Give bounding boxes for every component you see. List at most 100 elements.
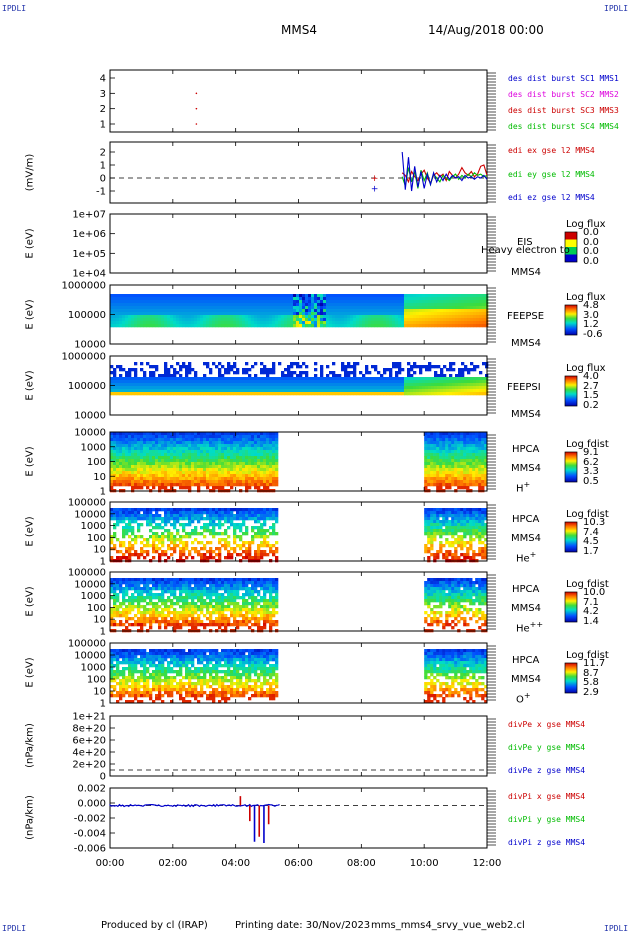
spectrogram-cell <box>469 471 473 475</box>
spectrogram-cell <box>113 432 117 436</box>
spectrogram-cell <box>245 386 249 390</box>
spectrogram-cell <box>353 380 357 384</box>
spectrogram-cell <box>215 432 219 436</box>
spectrogram-cell <box>110 383 114 387</box>
spectrogram-cell <box>302 321 306 325</box>
spectrogram-cell <box>125 321 129 325</box>
spectrogram-cell <box>128 526 132 530</box>
spectrogram-cell <box>416 315 420 319</box>
spectrogram-cell <box>116 432 120 436</box>
spectrogram-cell <box>227 383 231 387</box>
spectrogram-cell <box>191 514 195 518</box>
spectrogram-cell <box>413 297 417 301</box>
spectrogram-cell <box>218 374 222 378</box>
spectrogram-cell <box>203 386 207 390</box>
spectrogram-cell <box>455 318 459 322</box>
spectrogram-cell <box>275 303 279 307</box>
spectrogram-cell <box>164 456 168 460</box>
spectrogram-cell <box>365 297 369 301</box>
spectrogram-cell <box>272 297 276 301</box>
spectrogram-cell <box>167 371 171 375</box>
spectrogram-cell <box>113 435 117 439</box>
spectrogram-cell <box>134 300 138 304</box>
spectrogram-cell <box>431 386 435 390</box>
spectrogram-cell <box>347 380 351 384</box>
spectrogram-cell <box>236 300 240 304</box>
spectrogram-cell <box>257 389 261 393</box>
spectrogram-cell <box>439 456 443 460</box>
spectrogram-cell <box>113 306 117 310</box>
spectrogram-cell <box>404 392 408 396</box>
corner-label-top-left: IPDLI <box>2 4 27 13</box>
spectrogram-cell <box>119 471 123 475</box>
spectrogram-cell <box>161 553 165 557</box>
spectrogram-cell <box>167 459 171 463</box>
spectrogram-cell <box>305 303 309 307</box>
spectrogram-cell <box>353 377 357 381</box>
spectrogram-cell <box>395 365 399 369</box>
spectrogram-cell <box>152 306 156 310</box>
spectrogram-cell <box>221 483 225 487</box>
spectrogram-cell <box>443 294 447 298</box>
spectrogram-cell <box>365 312 369 316</box>
spectrogram-cell <box>203 362 207 366</box>
spectrogram-cell <box>185 392 189 396</box>
spectrogram-cell <box>110 480 114 484</box>
spectrogram-cell <box>179 435 183 439</box>
spectrogram-cell <box>251 508 255 512</box>
spectrogram-cell <box>434 365 438 369</box>
spectrogram-cell <box>233 386 237 390</box>
spectrogram-cell <box>113 294 117 298</box>
spectrogram-cell <box>212 315 216 319</box>
spectrogram-cell <box>263 365 267 369</box>
spectrogram-cell <box>476 324 480 328</box>
spectrogram-cell <box>110 306 114 310</box>
spectrogram-cell <box>239 526 243 530</box>
spectrogram-cell <box>218 300 222 304</box>
spectrogram-cell <box>206 468 210 472</box>
spectrogram-cell <box>461 315 465 319</box>
spectrogram-cell <box>191 462 195 466</box>
spectrogram-cell <box>368 318 372 322</box>
spectrogram-cell <box>433 508 437 512</box>
spectrogram-cell <box>221 303 225 307</box>
spectrogram-cell <box>140 480 144 484</box>
spectrogram-cell <box>454 471 458 475</box>
spectrogram-cell <box>272 447 276 451</box>
spectrogram-cell <box>215 315 219 319</box>
spectrogram-cell <box>146 294 150 298</box>
spectrogram-cell <box>347 318 351 322</box>
spectrogram-cell <box>161 465 165 469</box>
spectrogram-cell <box>113 462 117 466</box>
spectrogram-cell <box>194 462 198 466</box>
spectrogram-cell <box>433 477 437 481</box>
spectrogram-cell <box>257 514 261 518</box>
spectrogram-cell <box>116 435 120 439</box>
spectrogram-cell <box>461 374 465 378</box>
spectrogram-cell <box>188 535 192 539</box>
spectrogram-cell <box>131 321 135 325</box>
spectrogram-cell <box>478 480 482 484</box>
spectrogram-cell <box>410 294 414 298</box>
spectrogram-cell <box>425 294 429 298</box>
spectrogram-cell <box>119 520 123 524</box>
spectrogram-cell <box>452 362 456 366</box>
spectrogram-cell <box>164 486 168 490</box>
spectrogram-cell <box>463 526 467 530</box>
spectrogram-cell <box>194 432 198 436</box>
spectrogram-cell <box>128 386 132 390</box>
spectrogram-cell <box>463 508 467 512</box>
spectrogram-cell <box>445 477 449 481</box>
spectrogram-cell <box>179 514 183 518</box>
spectrogram-cell <box>478 450 482 454</box>
spectrogram-cell <box>413 318 417 322</box>
spectrogram-cell <box>260 523 264 527</box>
spectrogram-cell <box>461 321 465 325</box>
spectrogram-cell <box>248 550 252 554</box>
spectrogram-cell <box>188 435 192 439</box>
spectrogram-cell <box>122 435 126 439</box>
spectrogram-cell <box>218 377 222 381</box>
spectrogram-cell <box>197 471 201 475</box>
colorbar-frame <box>564 375 578 407</box>
spectrogram-cell <box>161 480 165 484</box>
